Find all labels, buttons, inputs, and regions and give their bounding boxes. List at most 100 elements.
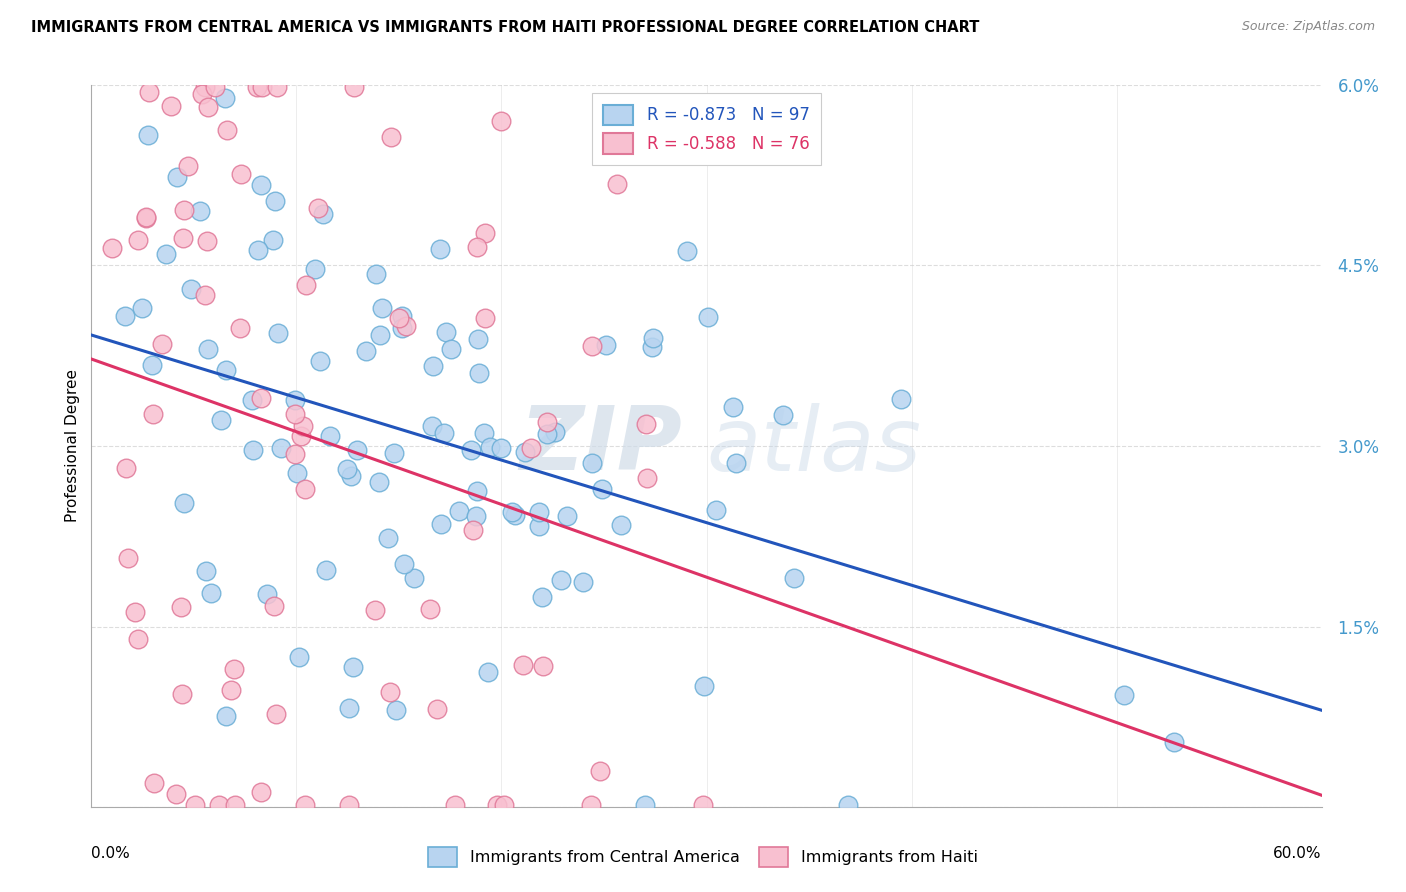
Point [197, 100, 219, 114]
Point [595, 337, 617, 351]
Point [501, 505, 523, 519]
Point [208, 797, 231, 812]
Point [772, 408, 794, 422]
Point [219, 683, 242, 698]
Point [724, 456, 747, 470]
Point [290, 429, 312, 443]
Point [337, 701, 360, 715]
Point [467, 366, 489, 380]
Point [572, 574, 595, 589]
Legend: R = -0.873   N = 97, R = -0.588   N = 76: R = -0.873 N = 97, R = -0.588 N = 76 [592, 93, 821, 165]
Point [229, 321, 252, 335]
Point [214, 91, 236, 105]
Point [266, 80, 288, 95]
Point [531, 658, 554, 673]
Point [783, 571, 806, 585]
Point [890, 392, 912, 407]
Point [388, 310, 411, 325]
Point [641, 331, 664, 345]
Point [343, 80, 366, 95]
Point [486, 797, 509, 812]
Point [606, 177, 628, 191]
Point [589, 764, 612, 778]
Point [491, 441, 513, 455]
Point [385, 703, 408, 717]
Legend: Immigrants from Central America, Immigrants from Haiti: Immigrants from Central America, Immigra… [422, 841, 984, 873]
Point [380, 129, 402, 144]
Point [420, 418, 443, 433]
Point [579, 797, 602, 812]
Point [287, 467, 309, 481]
Point [610, 518, 633, 533]
Point [429, 242, 451, 256]
Point [368, 327, 391, 342]
Point [173, 202, 195, 217]
Point [346, 443, 368, 458]
Point [267, 326, 290, 340]
Point [342, 660, 364, 674]
Point [309, 354, 332, 368]
Point [294, 797, 316, 812]
Point [395, 319, 418, 334]
Point [391, 321, 413, 335]
Point [474, 226, 496, 240]
Point [246, 244, 269, 258]
Point [135, 211, 157, 225]
Point [188, 203, 211, 218]
Text: 60.0%: 60.0% [1274, 847, 1322, 861]
Point [141, 358, 163, 372]
Point [544, 425, 567, 440]
Point [135, 211, 157, 225]
Point [1163, 735, 1185, 749]
Point [692, 797, 714, 812]
Point [449, 504, 471, 518]
Point [131, 301, 153, 315]
Point [479, 440, 502, 454]
Point [378, 685, 401, 699]
Point [465, 509, 488, 524]
Point [264, 194, 287, 208]
Point [284, 392, 307, 407]
Point [250, 785, 273, 799]
Point [444, 797, 467, 812]
Point [472, 425, 495, 440]
Point [294, 482, 316, 496]
Point [364, 268, 387, 282]
Point [319, 429, 342, 443]
Point [531, 590, 554, 604]
Point [217, 123, 239, 137]
Point [249, 178, 271, 192]
Point [555, 508, 578, 523]
Point [636, 471, 658, 485]
Point [256, 587, 278, 601]
Point [512, 658, 534, 673]
Point [160, 99, 183, 113]
Point [368, 475, 391, 489]
Point [194, 288, 217, 302]
Point [494, 797, 516, 812]
Point [117, 551, 139, 566]
Point [307, 201, 329, 215]
Point [263, 599, 285, 613]
Point [433, 425, 456, 440]
Point [536, 426, 558, 441]
Point [288, 650, 311, 665]
Point [200, 586, 222, 600]
Point [242, 442, 264, 457]
Point [224, 797, 246, 812]
Point [136, 128, 159, 143]
Point [127, 632, 149, 646]
Point [440, 342, 463, 356]
Point [180, 282, 202, 296]
Point [693, 679, 716, 693]
Text: ZIP: ZIP [519, 402, 682, 490]
Point [1112, 688, 1135, 702]
Point [284, 447, 307, 461]
Point [194, 80, 217, 95]
Point [173, 495, 195, 509]
Point [491, 114, 513, 128]
Point [150, 337, 173, 351]
Text: 0.0%: 0.0% [91, 847, 131, 861]
Point [315, 563, 337, 577]
Point [419, 602, 441, 616]
